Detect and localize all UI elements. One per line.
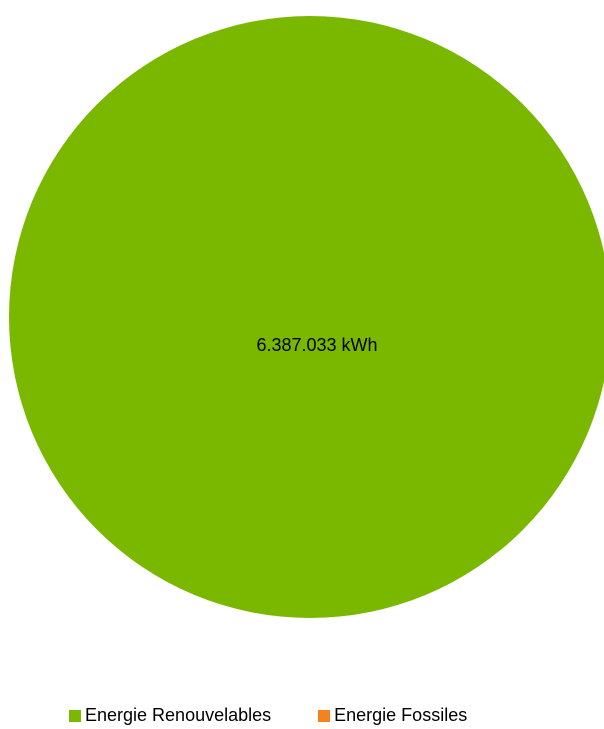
pie-slice-0[interactable] [9,16,604,618]
legend-swatch-renewable [69,709,81,722]
pie-data-labels: 6.387.033 kWh [256,335,377,355]
legend-label-fossil: Energie Fossiles [334,705,468,725]
legend-item-fossil[interactable]: Energie Fossiles [318,705,467,726]
pie-slices [9,16,604,618]
legend: Energie Renouvelables Energie Fossiles [69,705,467,726]
legend-label-renewable: Energie Renouvelables [85,705,272,725]
legend-swatch-fossil [318,709,331,722]
legend-item-renewable[interactable]: Energie Renouvelables [69,705,271,726]
pie-data-label-0: 6.387.033 kWh [256,335,377,355]
